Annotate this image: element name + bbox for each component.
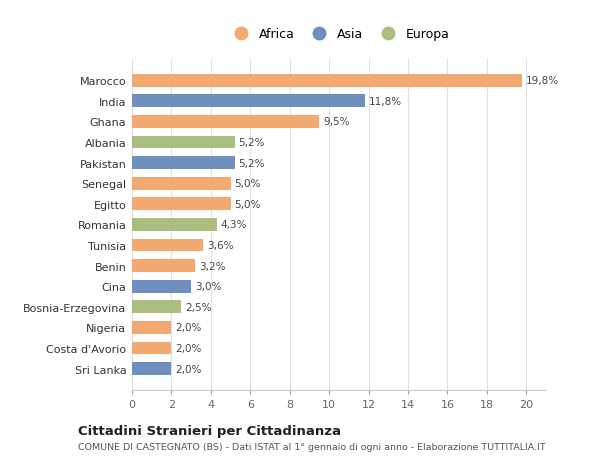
Bar: [132, 218, 217, 231]
Bar: [132, 136, 235, 149]
Bar: [132, 198, 230, 211]
Text: 2,0%: 2,0%: [175, 364, 202, 374]
Bar: [132, 280, 191, 293]
Text: 5,0%: 5,0%: [235, 179, 261, 189]
Text: 3,6%: 3,6%: [207, 241, 233, 251]
Text: 4,3%: 4,3%: [221, 220, 247, 230]
Bar: [132, 178, 230, 190]
Bar: [132, 363, 172, 375]
Text: 2,5%: 2,5%: [185, 302, 212, 312]
Text: 3,2%: 3,2%: [199, 261, 226, 271]
Text: 11,8%: 11,8%: [368, 97, 401, 106]
Text: 3,0%: 3,0%: [195, 281, 221, 291]
Bar: [132, 75, 523, 87]
Bar: [132, 301, 181, 313]
Bar: [132, 157, 235, 170]
Text: 5,2%: 5,2%: [238, 158, 265, 168]
Text: 5,2%: 5,2%: [238, 138, 265, 148]
Text: 2,0%: 2,0%: [175, 343, 202, 353]
Text: Cittadini Stranieri per Cittadinanza: Cittadini Stranieri per Cittadinanza: [78, 424, 341, 437]
Bar: [132, 321, 172, 334]
Text: 5,0%: 5,0%: [235, 199, 261, 209]
Bar: [132, 95, 365, 108]
Legend: Africa, Asia, Europa: Africa, Asia, Europa: [223, 23, 455, 46]
Text: COMUNE DI CASTEGNATO (BS) - Dati ISTAT al 1° gennaio di ogni anno - Elaborazione: COMUNE DI CASTEGNATO (BS) - Dati ISTAT a…: [78, 442, 545, 451]
Bar: [132, 260, 195, 272]
Bar: [132, 116, 319, 129]
Text: 2,0%: 2,0%: [175, 323, 202, 333]
Text: 9,5%: 9,5%: [323, 117, 350, 127]
Text: 19,8%: 19,8%: [526, 76, 559, 86]
Bar: [132, 239, 203, 252]
Bar: [132, 342, 172, 355]
